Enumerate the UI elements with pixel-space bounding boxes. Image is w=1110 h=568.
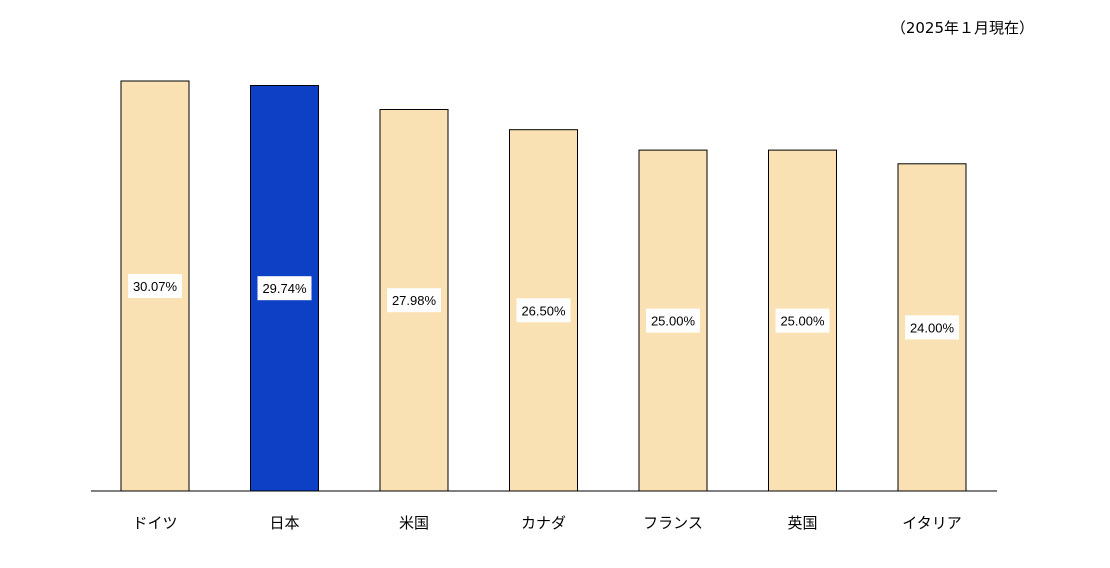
data-label-4: 25.00% (651, 314, 696, 329)
category-label-0: ドイツ (132, 514, 177, 532)
category-label-3: カナダ (521, 514, 566, 532)
data-label-bg-5 (775, 308, 830, 333)
category-label-1: 日本 (269, 514, 299, 532)
data-label-0: 30.07% (133, 279, 178, 294)
data-label-6: 24.00% (910, 320, 955, 335)
date-note: （2025年１月現在） (890, 19, 1034, 37)
category-label-4: フランス (643, 514, 703, 532)
category-label-2: 米国 (399, 514, 429, 532)
category-label-5: 英国 (787, 514, 817, 532)
data-label-5: 25.00% (780, 314, 825, 329)
data-label-bg-0 (128, 274, 182, 298)
data-label-3: 26.50% (521, 303, 566, 318)
data-label-bg-6 (905, 315, 959, 340)
data-label-2: 27.98% (392, 293, 437, 308)
data-label-bg-3 (516, 298, 571, 323)
category-label-6: イタリア (902, 514, 961, 532)
data-label-bg-1 (257, 276, 312, 301)
data-label-bg-2 (387, 288, 441, 313)
data-label-1: 29.74% (262, 281, 307, 296)
data-label-bg-4 (646, 308, 700, 333)
